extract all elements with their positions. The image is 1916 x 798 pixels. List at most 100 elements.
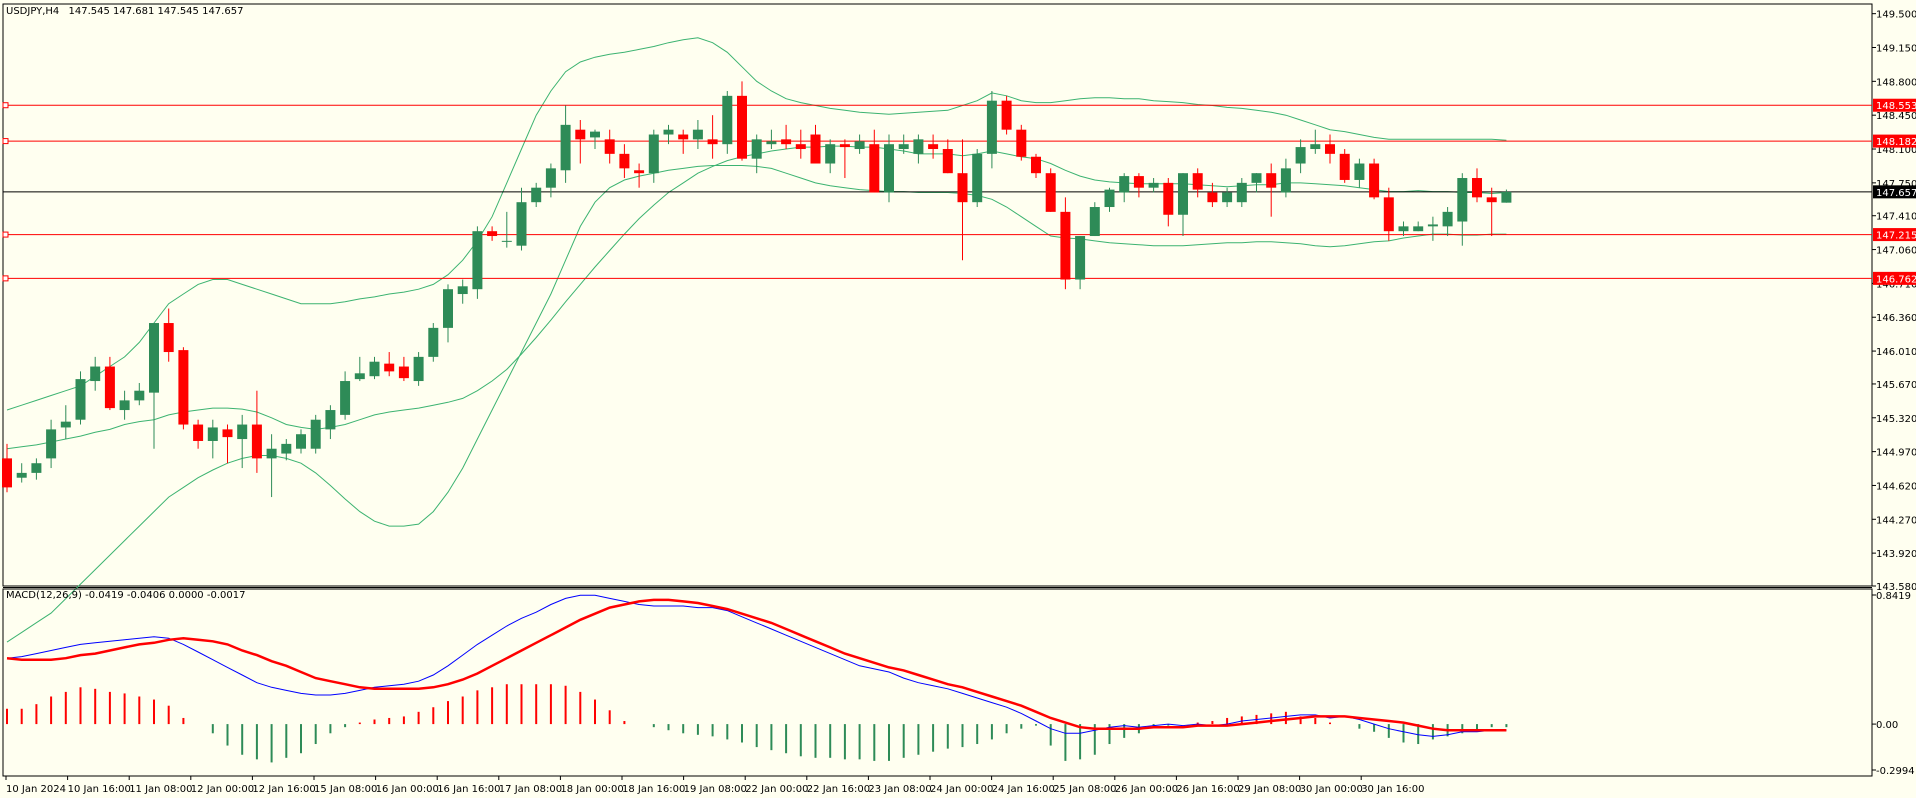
candle-bull[interactable] <box>354 373 365 380</box>
level-handle[interactable] <box>2 275 9 282</box>
candle-bull[interactable] <box>149 323 159 393</box>
candle-bull[interactable] <box>1251 173 1262 183</box>
candle-bear[interactable] <box>163 323 174 353</box>
candle-bull[interactable] <box>1442 211 1453 227</box>
candle-bull[interactable] <box>1280 168 1291 193</box>
candle-bear[interactable] <box>810 134 821 164</box>
candle-bull[interactable] <box>1413 226 1424 232</box>
candle-bull[interactable] <box>472 231 483 290</box>
candle-bull[interactable] <box>60 421 71 428</box>
candle-bear[interactable] <box>222 429 233 438</box>
candle-bear[interactable] <box>178 350 189 425</box>
candle-bull[interactable] <box>972 153 983 203</box>
candle-bull[interactable] <box>1398 226 1409 232</box>
candle-bull[interactable] <box>825 144 836 164</box>
macd-pane[interactable] <box>2 588 1873 777</box>
candle-bull[interactable] <box>16 472 27 478</box>
candle-bull[interactable] <box>648 134 659 174</box>
candle-bull[interactable] <box>1457 178 1468 222</box>
candle-bear[interactable] <box>1045 173 1056 212</box>
candle-bear[interactable] <box>1369 163 1380 198</box>
candle-bull[interactable] <box>663 129 674 135</box>
candle-bull[interactable] <box>1236 182 1247 203</box>
candle-bull[interactable] <box>986 100 997 154</box>
candle-bull[interactable] <box>369 361 380 377</box>
candle-bear[interactable] <box>1339 153 1350 180</box>
candle-bull[interactable] <box>75 379 86 420</box>
candle-bull[interactable] <box>501 240 512 242</box>
candle-bull[interactable] <box>884 144 894 193</box>
candle-bull[interactable] <box>325 410 336 430</box>
candle-bull[interactable] <box>692 129 703 140</box>
candle-bull[interactable] <box>1501 191 1512 203</box>
candle-bull[interactable] <box>296 434 306 449</box>
candle-bull[interactable] <box>207 427 218 441</box>
candle-bear[interactable] <box>1472 178 1482 198</box>
candle-bull[interactable] <box>898 144 909 150</box>
candle-bear[interactable] <box>1192 173 1203 190</box>
candle-bear[interactable] <box>1207 192 1218 203</box>
candle-bull[interactable] <box>1104 189 1115 208</box>
candle-bull[interactable] <box>1310 144 1321 150</box>
candle-bull[interactable] <box>854 141 865 150</box>
candle-bull[interactable] <box>590 131 600 138</box>
candle-bear[interactable] <box>957 173 968 203</box>
candle-bull[interactable] <box>428 327 439 357</box>
candle-bull[interactable] <box>1427 224 1438 227</box>
candle-bear[interactable] <box>1383 197 1394 232</box>
candle-bull[interactable] <box>722 95 733 145</box>
candle-bull[interactable] <box>1075 236 1086 280</box>
candle-bull[interactable] <box>340 381 351 415</box>
candle-bear[interactable] <box>1133 176 1144 188</box>
candle-bear[interactable] <box>619 153 630 169</box>
candle-bear[interactable] <box>193 424 204 441</box>
candle-bull[interactable] <box>46 429 57 459</box>
candle-bear[interactable] <box>251 424 262 459</box>
candle-bull[interactable] <box>237 424 248 440</box>
candle-bull[interactable] <box>281 443 292 454</box>
candle-bull[interactable] <box>119 400 130 411</box>
price-pane[interactable] <box>2 3 1873 643</box>
candle-bull[interactable] <box>310 419 321 449</box>
candle-bear[interactable] <box>1001 100 1012 130</box>
candle-bear[interactable] <box>1486 197 1497 203</box>
candle-bear[interactable] <box>604 139 615 154</box>
candle-bull[interactable] <box>516 202 527 246</box>
candle-bear[interactable] <box>2 458 12 488</box>
candle-bull[interactable] <box>134 390 145 401</box>
candle-bear[interactable] <box>634 170 645 174</box>
candle-bear[interactable] <box>1163 182 1174 215</box>
candle-bear[interactable] <box>1325 144 1335 154</box>
candle-bear[interactable] <box>678 134 689 140</box>
candle-bull[interactable] <box>1222 192 1233 203</box>
candle-bear[interactable] <box>575 129 586 140</box>
level-handle[interactable] <box>2 231 9 238</box>
candle-bear[interactable] <box>839 144 850 148</box>
candle-bear[interactable] <box>1016 129 1027 157</box>
candle-bear[interactable] <box>104 366 115 409</box>
candle-bull[interactable] <box>1119 176 1130 193</box>
candle-bear[interactable] <box>1060 211 1071 280</box>
candle-bull[interactable] <box>266 448 277 459</box>
candle-bull[interactable] <box>1354 163 1365 180</box>
candle-bull[interactable] <box>1089 207 1100 237</box>
level-handle[interactable] <box>2 138 9 145</box>
candle-bear[interactable] <box>398 366 409 379</box>
candle-bull[interactable] <box>457 286 468 295</box>
candle-bull[interactable] <box>31 463 42 473</box>
candle-bull[interactable] <box>443 289 453 328</box>
candle-bear[interactable] <box>928 144 939 150</box>
candle-bull[interactable] <box>1178 173 1188 215</box>
candle-bull[interactable] <box>913 139 924 154</box>
candle-bear[interactable] <box>1266 173 1277 188</box>
level-handle[interactable] <box>2 102 9 109</box>
candle-bear[interactable] <box>942 149 953 174</box>
candle-bear[interactable] <box>737 95 747 159</box>
candle-bear[interactable] <box>384 363 395 372</box>
candle-bull[interactable] <box>545 168 556 188</box>
candle-bull[interactable] <box>766 141 777 145</box>
candle-bull[interactable] <box>90 366 101 382</box>
candle-bull[interactable] <box>531 187 542 203</box>
candle-bear[interactable] <box>795 144 806 150</box>
